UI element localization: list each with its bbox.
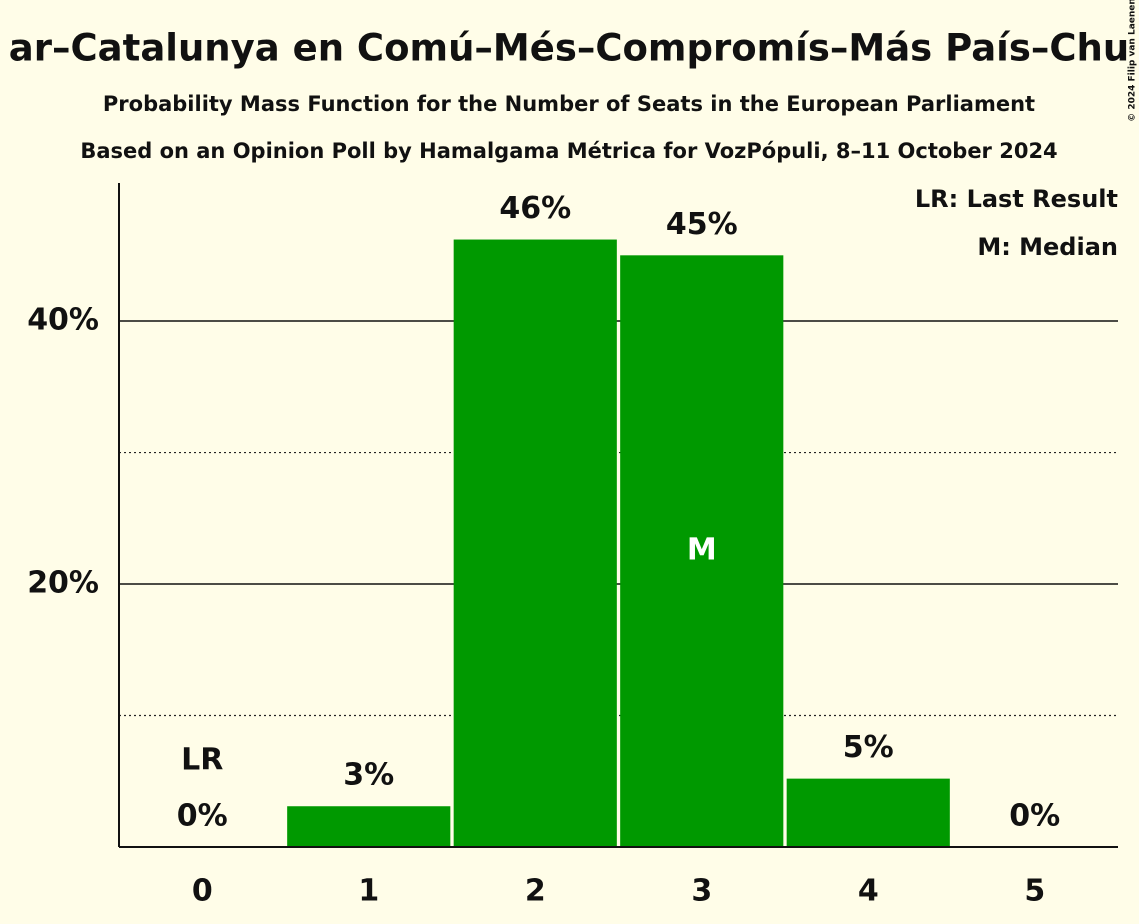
- value-label: 46%: [499, 191, 571, 226]
- x-tick-label: 1: [358, 874, 379, 909]
- value-label: 0%: [1009, 799, 1060, 834]
- bar: [786, 778, 950, 847]
- bar: [453, 239, 617, 847]
- legend-entry: LR: Last Result: [915, 185, 1118, 213]
- value-label: 5%: [843, 730, 894, 765]
- bar: [287, 806, 451, 847]
- x-tick-label: 2: [525, 874, 546, 909]
- x-tick-label: 3: [691, 874, 712, 909]
- chart-title: ar–Catalunya en Comú–Més–Compromís–Más P…: [9, 27, 1129, 70]
- chart-subtitle: Probability Mass Function for the Number…: [103, 92, 1035, 116]
- chart-subtitle: Based on an Opinion Poll by Hamalgama Mé…: [80, 139, 1057, 163]
- x-tick-label: 5: [1024, 874, 1045, 909]
- x-tick-label: 0: [192, 874, 213, 909]
- annotation: LR: [181, 743, 223, 778]
- y-tick-label: 40%: [27, 303, 99, 338]
- bar: [620, 255, 784, 847]
- annotation: M: [687, 533, 717, 568]
- legend-entry: M: Median: [977, 233, 1118, 261]
- copyright: © 2024 Filip van Laenen: [1128, 0, 1138, 122]
- value-label: 0%: [177, 799, 228, 834]
- value-label: 45%: [666, 207, 738, 242]
- x-tick-label: 4: [858, 874, 879, 909]
- value-label: 3%: [343, 758, 394, 793]
- y-tick-label: 20%: [27, 566, 99, 601]
